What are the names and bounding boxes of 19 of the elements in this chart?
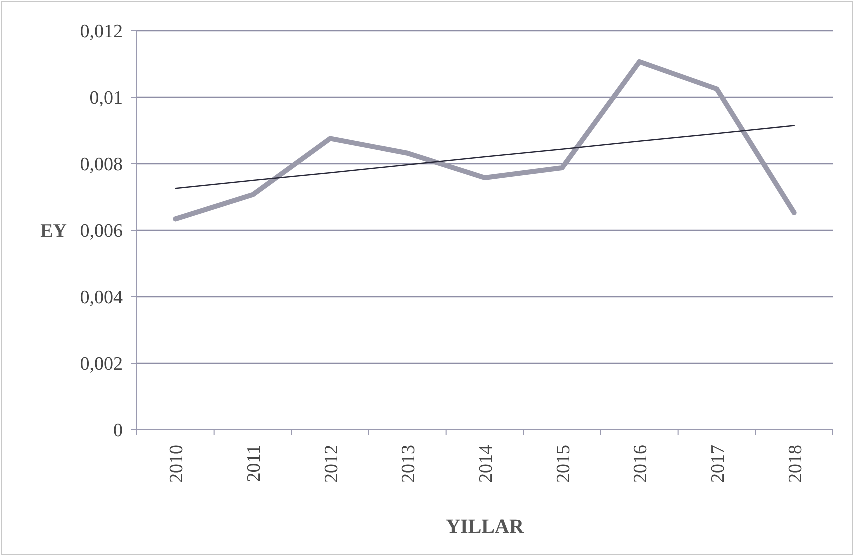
y-tick-label: 0,002 — [80, 354, 123, 376]
line-series — [175, 125, 795, 190]
y-tick-label: 0,006 — [80, 221, 123, 242]
x-tick-label: 2016 — [630, 445, 652, 483]
y-tick-label: 0,004 — [80, 288, 124, 309]
x-tick-label: 2011 — [244, 445, 265, 482]
x-tick-label: 2010 — [166, 445, 188, 483]
x-tick-label: 2017 — [708, 445, 729, 483]
x-tick-label: 2015 — [553, 445, 574, 483]
y-tick-label: 0,012 — [80, 22, 123, 43]
y-tick-label: 0 — [114, 420, 123, 442]
x-tick-label: 2012 — [321, 445, 342, 483]
x-tick-label: 2014 — [476, 444, 497, 483]
y-axis-title: EY — [40, 221, 68, 242]
x-tick-label: 2013 — [398, 445, 420, 483]
x-tick-label: 2018 — [785, 445, 806, 483]
x-axis-title: YILLAR — [446, 516, 524, 538]
y-tick-label: 0,01 — [90, 88, 123, 110]
y-tick-label: 0,008 — [80, 154, 123, 176]
